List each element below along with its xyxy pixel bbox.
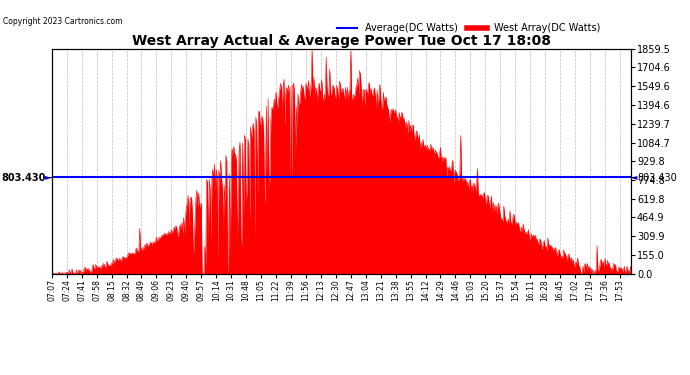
Text: ◄: ◄ xyxy=(631,172,638,181)
Title: West Array Actual & Average Power Tue Oct 17 18:08: West Array Actual & Average Power Tue Oc… xyxy=(132,34,551,48)
Legend: Average(DC Watts), West Array(DC Watts): Average(DC Watts), West Array(DC Watts) xyxy=(333,20,604,37)
Text: ►: ► xyxy=(46,172,52,181)
Text: Copyright 2023 Cartronics.com: Copyright 2023 Cartronics.com xyxy=(3,17,123,26)
